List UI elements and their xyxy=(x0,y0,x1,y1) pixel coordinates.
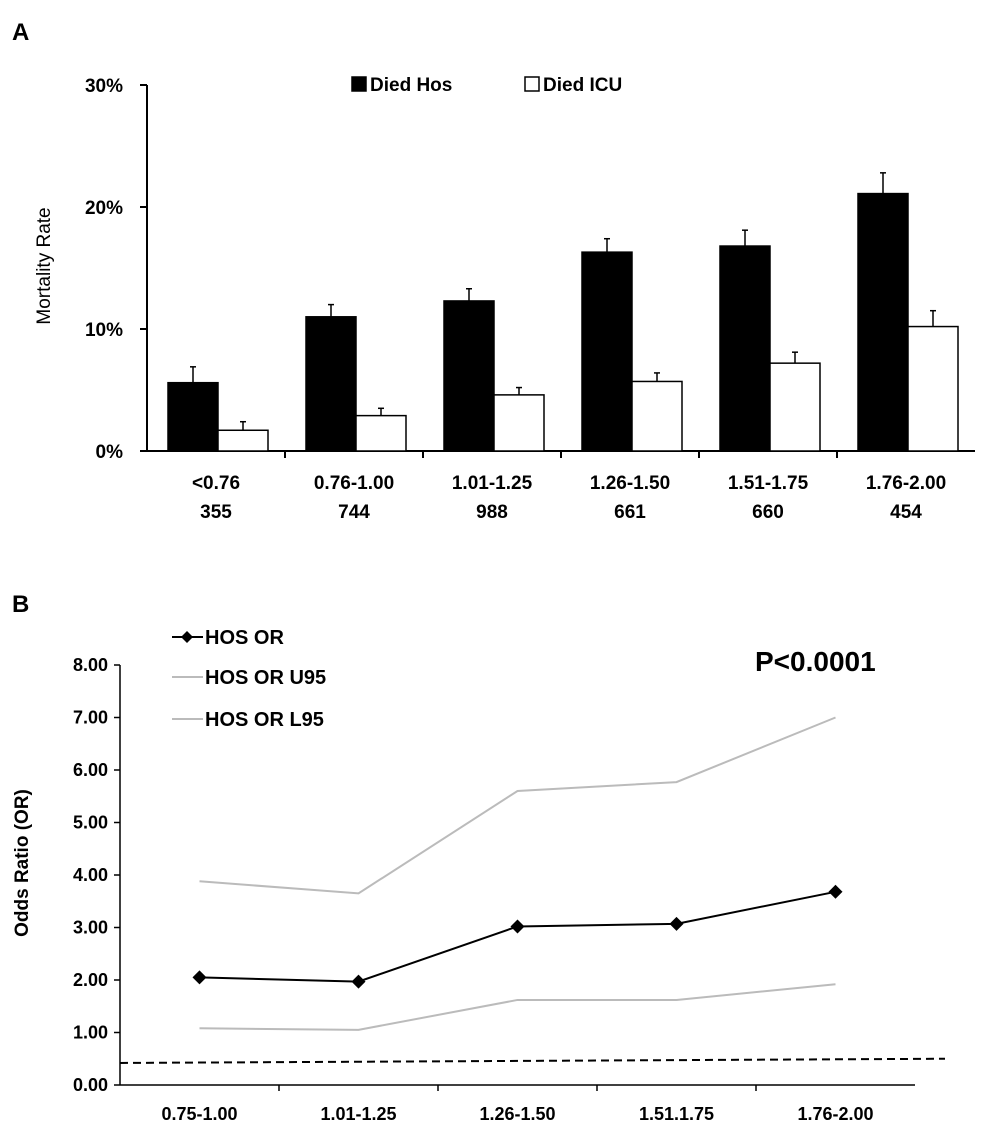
panel-b-x-labels: 0.75-1.00 1.01-1.25 1.26-1.50 1.51.1.75 1.76… xyxy=(161,1085,874,1124)
y-tick-label: 5.00 xyxy=(73,813,108,833)
y-tick-label: 2.00 xyxy=(73,970,108,990)
panel-b-legend: HOS OR HOS OR U95 HOS OR L95 xyxy=(172,627,326,731)
y-tick-label: 7.00 xyxy=(73,708,108,728)
x-category-label: 1.76-2.00 xyxy=(866,473,946,494)
legend-swatch-died-icu xyxy=(524,76,540,92)
panel-b: B Odds Ratio (OR) 0.00 1.00 2.00 3.00 4.00 5.… xyxy=(12,591,946,1124)
y-tick-label: 0% xyxy=(96,442,124,463)
x-category-label: 1.51-1.75 xyxy=(728,473,809,494)
data-point-hos-or xyxy=(510,919,525,934)
panel-a: A Mortality Rate 0% 10% 20% 30% <0.76 355 0.7… xyxy=(12,19,975,523)
x-category-label: 1.51.1.75 xyxy=(639,1104,714,1124)
y-tick-label: 3.00 xyxy=(73,918,108,938)
data-point-hos-or xyxy=(351,974,366,989)
x-category-label: 1.01-1.25 xyxy=(320,1104,396,1124)
legend-marker-hos-or xyxy=(181,631,193,643)
bar-died-hos xyxy=(167,381,219,452)
y-tick-label: 30% xyxy=(85,76,123,97)
panel-b-label: B xyxy=(12,591,29,618)
bar-died-icu xyxy=(631,380,683,452)
legend-label-hos-or-l95: HOS OR L95 xyxy=(205,709,324,731)
panel-a-legend: Died Hos Died ICU xyxy=(351,75,622,96)
legend-label-hos-or-u95: HOS OR U95 xyxy=(205,667,326,689)
bar-died-icu xyxy=(217,429,269,452)
x-category-count: 660 xyxy=(752,502,784,523)
bar-died-hos xyxy=(305,316,357,452)
legend-swatch-died-hos xyxy=(351,76,367,92)
bar-died-icu xyxy=(769,362,821,452)
bar-died-hos xyxy=(719,245,771,452)
reference-dashed-line xyxy=(119,1057,946,1064)
x-category-count: 355 xyxy=(200,502,232,523)
legend-label-died-hos: Died Hos xyxy=(370,75,452,96)
x-category-count: 661 xyxy=(614,502,646,523)
legend-label-hos-or: HOS OR xyxy=(205,627,284,649)
y-tick-label: 0.00 xyxy=(73,1075,108,1095)
line-hos-or-l95 xyxy=(199,983,836,1031)
x-category-label: 1.76-2.00 xyxy=(797,1104,873,1124)
data-point-hos-or xyxy=(669,916,684,931)
data-point-hos-or xyxy=(828,884,843,899)
y-tick-label: 6.00 xyxy=(73,760,108,780)
line-hos-or xyxy=(199,890,836,983)
panel-b-y-ticks: 0.00 1.00 2.00 3.00 4.00 5.00 6.00 7.00 8.00 xyxy=(73,655,120,1095)
panel-a-label: A xyxy=(12,19,29,46)
legend-label-died-icu: Died ICU xyxy=(543,75,622,96)
bar-died-icu xyxy=(493,394,545,452)
panel-a-x-labels: <0.76 355 0.76-1.00 744 1.01-1.25 988 1.26-1.5… xyxy=(192,451,946,523)
panel-a-y-ticks: 0% 10% 20% 30% xyxy=(85,76,147,463)
y-tick-label: 10% xyxy=(85,320,123,341)
x-category-label: 1.26-1.50 xyxy=(590,473,670,494)
x-category-count: 454 xyxy=(890,502,922,523)
y-tick-label: 4.00 xyxy=(73,865,108,885)
bar-died-hos xyxy=(581,251,633,452)
x-category-count: 744 xyxy=(338,502,370,523)
panel-b-lines xyxy=(192,716,843,1031)
data-point-hos-or xyxy=(192,970,207,985)
y-tick-label: 8.00 xyxy=(73,655,108,675)
bar-died-icu xyxy=(907,325,959,452)
panel-b-y-axis-label: Odds Ratio (OR) xyxy=(12,789,33,937)
x-category-label: <0.76 xyxy=(192,473,240,494)
line-hos-or-u95 xyxy=(199,716,836,895)
y-tick-label: 1.00 xyxy=(73,1023,108,1043)
x-category-label: 0.76-1.00 xyxy=(314,473,394,494)
y-tick-label: 20% xyxy=(85,198,123,219)
bar-died-icu xyxy=(355,414,407,452)
panel-a-y-axis-label: Mortality Rate xyxy=(34,207,55,324)
x-category-label: 1.01-1.25 xyxy=(452,473,533,494)
p-value-annotation: P<0.0001 xyxy=(755,646,876,677)
panel-a-bars xyxy=(167,172,959,452)
x-category-label: 0.75-1.00 xyxy=(161,1104,237,1124)
bar-died-hos xyxy=(857,192,909,452)
bar-died-hos xyxy=(443,300,495,452)
x-category-label: 1.26-1.50 xyxy=(479,1104,555,1124)
x-category-count: 988 xyxy=(476,502,508,523)
